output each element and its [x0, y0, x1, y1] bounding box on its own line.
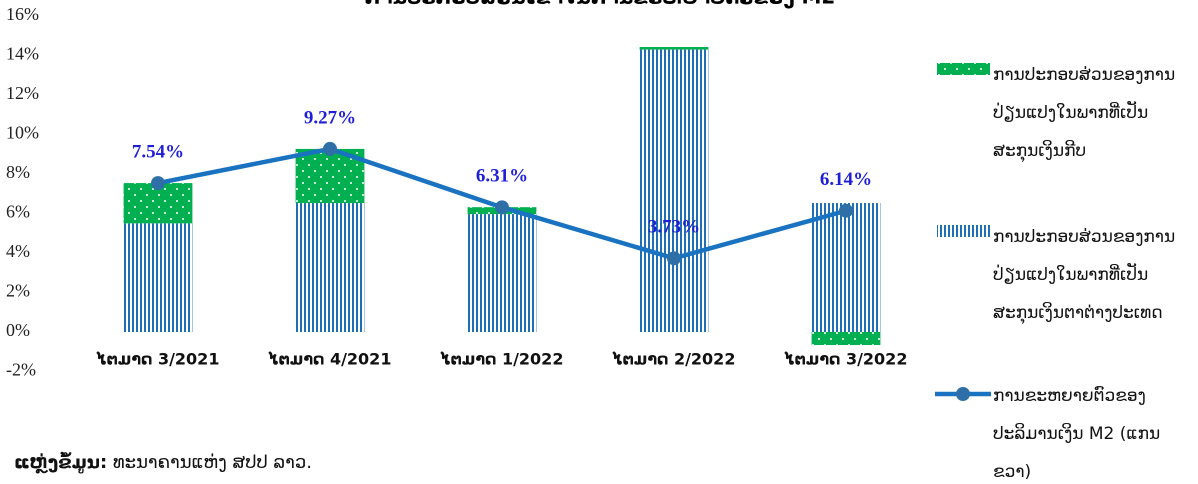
source-label: ແຫຼ່ງຂໍ້ມູນ: [14, 452, 108, 473]
source: ແຫຼ່ງຂໍ້ມູນ: ທະນາຄານແຫ່ງ ສປປ ລາວ. [14, 452, 312, 473]
data-label: 6.31% [476, 166, 528, 187]
legend-key [937, 63, 990, 75]
bar [467, 214, 537, 332]
bar [639, 47, 709, 50]
source-text: ທະນາຄານແຫ່ງ ສປປ ລາວ. [112, 452, 312, 473]
marker [151, 176, 165, 191]
marker [495, 200, 509, 215]
legend-key [937, 225, 990, 237]
bar [123, 223, 193, 332]
bar [295, 203, 365, 332]
bar [639, 49, 709, 332]
data-label: 9.27% [304, 107, 356, 128]
y-tick-label: 2% [6, 281, 30, 301]
data-label: 3.73% [648, 217, 700, 238]
x-tick-label: ໄຕມາດ 2/2022 [612, 350, 736, 369]
y-tick-label: 4% [6, 241, 30, 261]
bar [811, 332, 881, 346]
y-tick-label: 14% [6, 44, 39, 64]
y-tick-label: 8% [6, 162, 30, 182]
x-tick-label: ໄຕມາດ 3/2022 [784, 350, 908, 369]
bar [811, 203, 881, 332]
y-tick-label: 16% [6, 4, 39, 24]
y-tick-label: 12% [6, 83, 39, 103]
data-label: 6.14% [820, 169, 872, 190]
x-tick-label: ໄຕມາດ 4/2021 [268, 350, 392, 369]
x-tick-label: ໄຕມາດ 3/2021 [96, 350, 220, 369]
legend-label: ການປະກອບສ່ວນຂອງການປ່ຽນແປງໃນພາກທີ່ເປັນສະກ… [993, 65, 1176, 161]
legend-key [956, 387, 970, 401]
marker [839, 203, 853, 218]
legend-label: ການປະກອບສ່ວນຂອງການປ່ຽນແປງໃນພາກທີ່ເປັນສະກ… [993, 227, 1176, 323]
legend-label: ການຂະຫຍາຍຕົວຂອງປະລິມານເງິນ M2 (ແກນຂວາ) [993, 386, 1161, 482]
y-tick-label: 10% [6, 123, 39, 143]
y-tick-label: 0% [6, 320, 30, 340]
chart-title: ການປະກອບສ່ວນເຂົ້າໃນການຂະຫຍາຍຕົວຂອງ M2 [365, 0, 836, 9]
marker [667, 251, 681, 266]
x-tick-label: ໄຕມາດ 1/2022 [440, 350, 564, 369]
y-tick-label: -2% [6, 360, 36, 380]
y-tick-label: 6% [6, 202, 30, 222]
data-label: 7.54% [132, 141, 184, 162]
marker [323, 141, 337, 156]
